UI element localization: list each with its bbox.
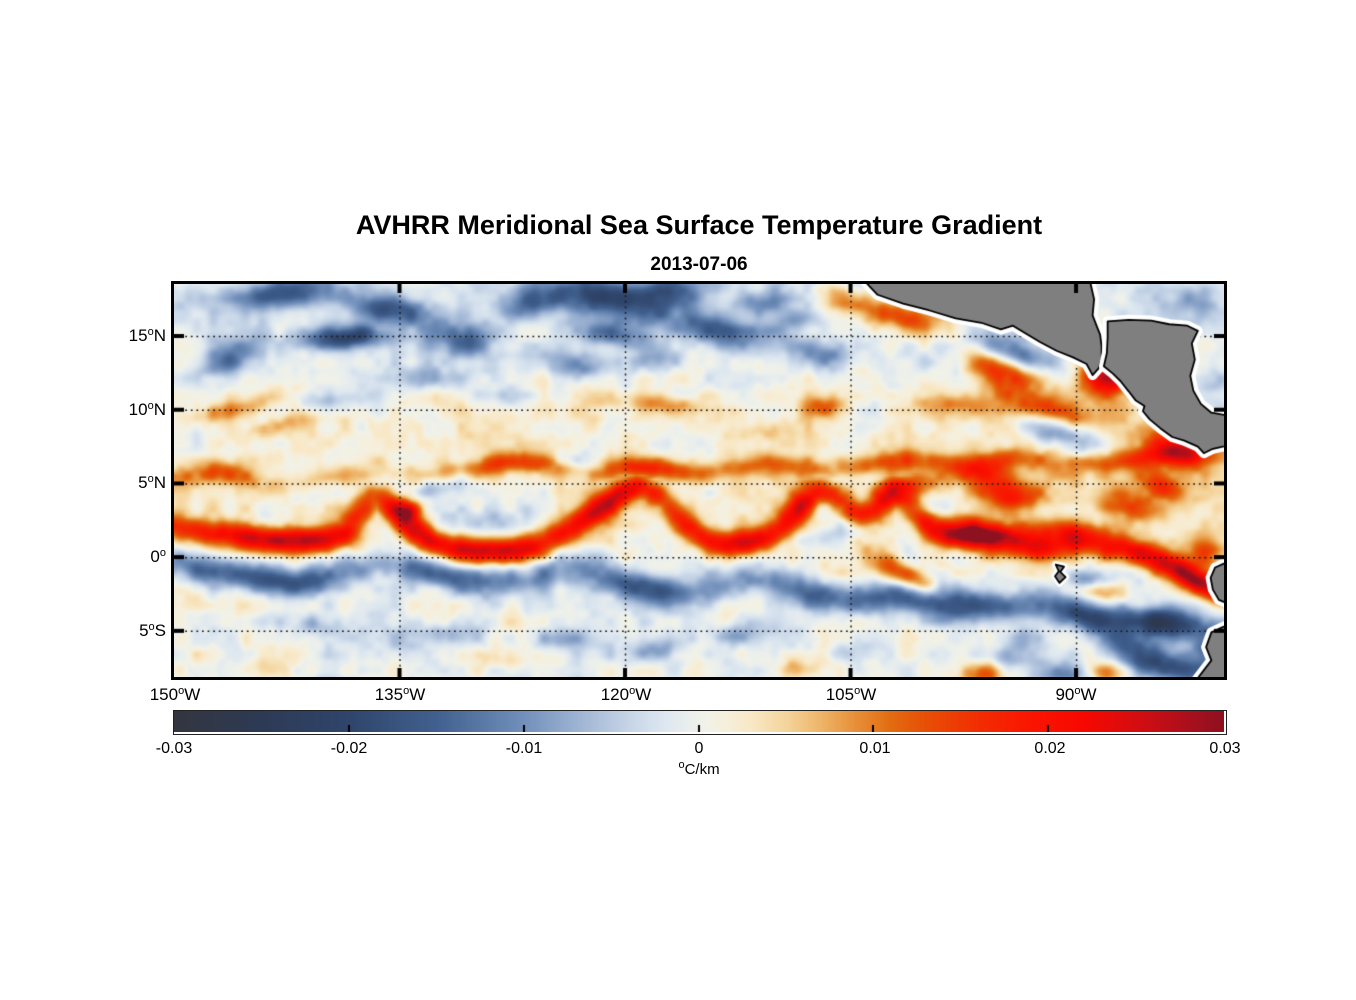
y-tick-label-5n: 5oN [138, 473, 166, 492]
y-tick-label-0: 0o [150, 547, 166, 566]
colorbar-tick-label: -0.03 [155, 740, 193, 757]
chart-subtitle: 2013-07-06 [650, 254, 748, 275]
x-tick-label-90w: 90oW [1055, 685, 1097, 704]
x-tick-label-135w: 135oW [374, 685, 426, 704]
colorbar-tick-label: -0.01 [505, 740, 543, 757]
colorbar-tick-label: 0.01 [859, 740, 891, 757]
y-tick-label-10n: 10oN [128, 400, 166, 419]
x-tick-label-150w: 150oW [149, 685, 201, 704]
x-tick-label-120w: 120oW [600, 685, 652, 704]
colorbar-tick-label: 0.03 [1209, 740, 1241, 757]
colorbar-tick-label: 0 [694, 740, 704, 757]
colorbar-unit-label: oC/km [678, 759, 720, 779]
y-tick-label-5s: 5oS [139, 621, 166, 640]
colorbar [174, 711, 1224, 732]
x-tick-label-105w: 105oW [825, 685, 877, 704]
plot-border [171, 281, 1227, 680]
colorbar-border [173, 710, 1227, 735]
sst-gradient-heatmap [174, 284, 1224, 677]
chart-title: AVHRR Meridional Sea Surface Temperature… [355, 210, 1043, 240]
colorbar-tick-label: 0.02 [1034, 740, 1066, 757]
colorbar-tick-label: -0.02 [330, 740, 368, 757]
y-tick-label-15n: 15oN [128, 326, 166, 345]
